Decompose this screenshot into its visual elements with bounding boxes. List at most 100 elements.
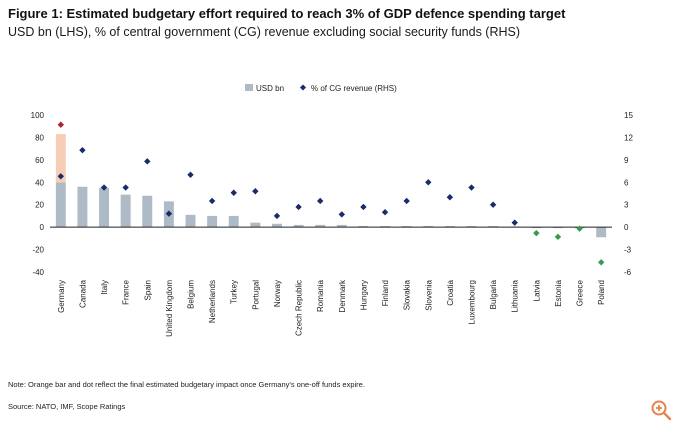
legend-item-rhs: % of CG revenue (RHS) [311,84,397,93]
dot [316,197,324,205]
category-label: Belgium [187,280,196,309]
category-label: Spain [143,280,152,300]
dot [381,208,389,216]
bar [466,226,477,228]
category-label: Lithuania [511,279,520,312]
left-tick-label: 40 [35,178,44,187]
bar [55,182,66,228]
bar [401,226,412,228]
category-label: Finland [381,280,390,306]
bars [55,134,607,238]
dot [252,188,259,195]
dot [165,210,173,217]
category-label: Latvia [532,279,541,301]
right-tick-label: 6 [624,178,629,187]
zoom-in-icon[interactable] [649,398,673,422]
left-tick-label: -40 [32,268,44,277]
category-label: Denmark [338,279,347,312]
left-tick-label: 0 [40,223,45,232]
dot [144,158,151,165]
right-tick-label: 3 [624,201,629,210]
left-tick-label: 60 [35,156,44,165]
left-tick-label: -20 [32,246,44,255]
dot [273,212,281,220]
category-label: Netherlands [208,280,217,323]
dot [122,184,129,191]
dot [187,171,194,179]
category-label: Luxembourg [468,280,477,324]
chart-source: Source: NATO, IMF, Scope Ratings [8,402,126,411]
dot [338,211,346,218]
dot [57,173,65,180]
category-label: Norway [273,280,282,307]
dot [295,203,302,211]
bar [77,186,88,228]
bar [185,214,196,228]
right-tick-label: 9 [624,156,629,165]
category-label: Estonia [554,279,563,306]
chart-note: Note: Orange bar and dot reflect the fin… [8,380,365,389]
dot [100,184,108,191]
category-label: United Kingdom [165,280,174,337]
chart-subtitle: USD bn (LHS), % of central government (C… [8,25,521,39]
right-tick-label: 12 [624,133,633,142]
chart-title: Figure 1: Estimated budgetary effort req… [8,6,566,21]
right-axis: 15 12 9 6 3 0 -3 -6 [624,111,633,277]
legend-bar-swatch [245,84,253,91]
category-label: France [122,279,131,304]
bar [99,187,110,228]
dot [360,203,367,211]
left-tick-label: 20 [35,201,44,210]
category-label: Slovakia [403,279,412,310]
right-tick-label: 0 [624,223,629,232]
dot [468,184,475,191]
bar [336,224,347,228]
category-label: Italy [100,280,109,295]
dot [230,189,237,196]
category-label: Croatia [446,279,455,305]
left-tick-label: 100 [31,111,45,120]
bar [293,224,304,228]
bar [358,226,369,228]
right-tick-label: 15 [624,111,633,120]
dot [511,219,518,226]
dots [57,121,605,266]
right-tick-label: -3 [624,246,632,255]
legend: USD bn % of CG revenue (RHS) [245,84,397,93]
category-label: Portugal [251,280,260,310]
bar [228,215,239,228]
dot [533,229,540,237]
category-label: Hungary [359,280,368,310]
dot [79,146,86,154]
bar [444,226,455,228]
category-label: Romania [316,279,325,312]
category-label: Canada [78,279,87,308]
bar [423,226,434,228]
dot [489,201,497,208]
category-labels: Germany Canada Italy France Spain United King… [57,279,606,337]
legend-dot-swatch [300,84,306,91]
bar [271,223,282,228]
bar [250,222,261,228]
dot [446,194,454,201]
bar [315,224,326,228]
category-label: Czech Republic [295,280,304,336]
legend-item-usd: USD bn [256,84,284,93]
bar [207,215,218,228]
category-label: Germany [57,280,66,313]
dot [597,259,605,266]
germany-final-bar [55,134,66,183]
bar [120,194,131,228]
category-label: Greece [576,279,585,306]
bar [380,226,391,228]
dot [576,225,583,232]
germany-final-dot [57,121,65,128]
category-label: Slovenia [424,279,433,310]
dot [403,197,410,205]
left-axis: 100 80 60 40 20 0 -20 -40 [31,111,45,277]
dot [554,233,562,241]
chart-svg: USD bn % of CG revenue (RHS) 10080604020… [31,84,633,337]
left-tick-label: 80 [35,133,44,142]
bar [488,226,499,228]
bar [142,195,153,228]
